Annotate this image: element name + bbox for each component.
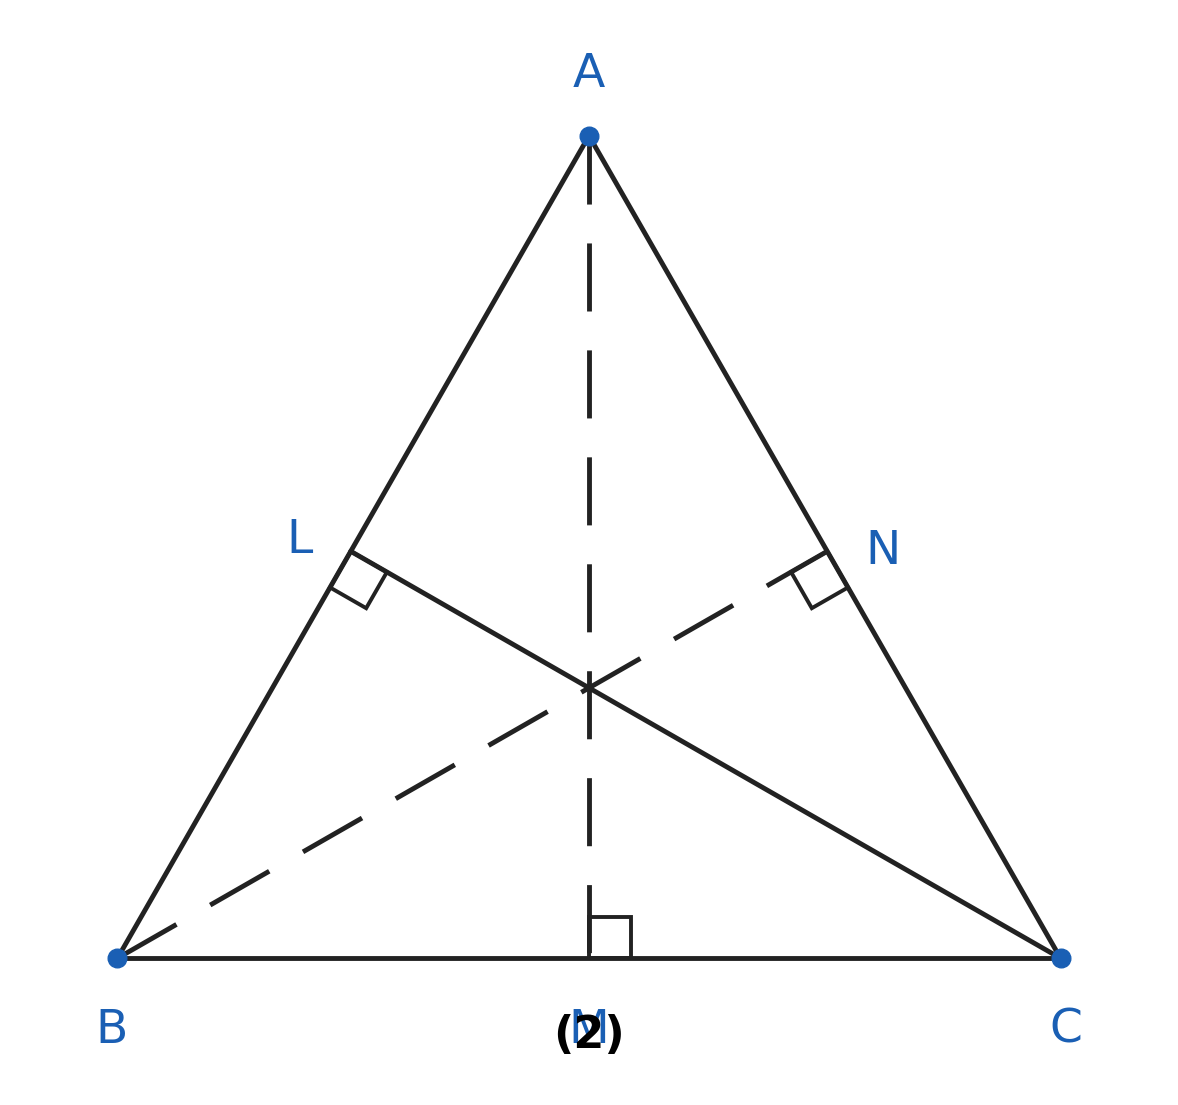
Text: L: L <box>286 518 312 562</box>
Text: M: M <box>569 1008 609 1053</box>
Point <box>580 127 598 145</box>
Text: (2): (2) <box>554 1014 624 1057</box>
Text: N: N <box>866 529 901 573</box>
Point <box>108 949 127 967</box>
Text: C: C <box>1050 1008 1083 1053</box>
Text: B: B <box>95 1008 128 1053</box>
Point <box>1051 949 1070 967</box>
Text: A: A <box>573 52 605 97</box>
